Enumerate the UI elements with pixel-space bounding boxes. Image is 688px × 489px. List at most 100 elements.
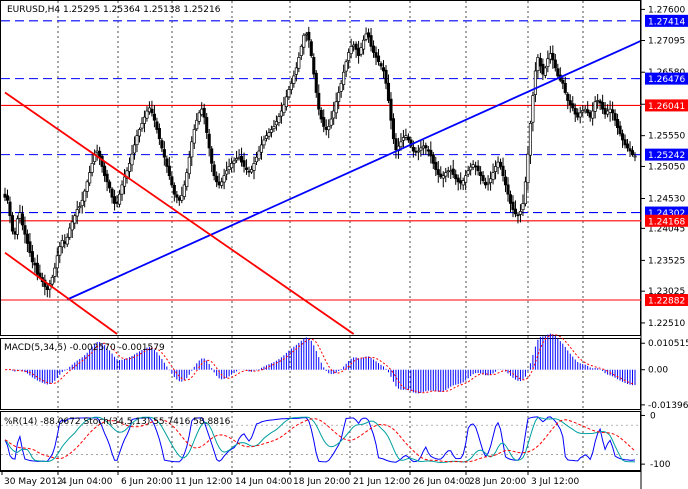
candle-body [342, 71, 346, 85]
candle-body [516, 214, 520, 217]
candle-body [132, 144, 137, 154]
candle-body [506, 184, 510, 195]
time-tick-label: 30 May 2012 [4, 477, 63, 487]
candle-body [259, 144, 264, 153]
time-tick-label: 21 Jun 12:00 [353, 477, 410, 487]
candle-body [105, 173, 109, 183]
candle-body [576, 112, 580, 118]
time-tick-label: 18 Jun 20:00 [293, 477, 350, 487]
candle-body [73, 215, 77, 224]
candle-body [262, 139, 266, 146]
candle-body [272, 126, 276, 130]
candle-body [207, 133, 211, 149]
candle-body [563, 82, 567, 93]
candle-body [381, 67, 386, 72]
candle-body [419, 147, 423, 151]
candle-body [140, 122, 144, 129]
candle-body [591, 110, 595, 119]
candle-body [30, 251, 34, 263]
candle-body [441, 175, 445, 179]
time-tick-label: 4 Jun 04:00 [61, 477, 113, 487]
time-tick-label: 14 Jun 04:00 [235, 477, 292, 487]
candle-body [543, 67, 547, 76]
candle-body [476, 165, 480, 172]
candle-body [142, 116, 146, 124]
candle-body [95, 150, 99, 153]
candle-body [324, 126, 328, 130]
candle-body [489, 178, 493, 183]
candle-body [367, 32, 371, 38]
candle-body [18, 212, 22, 219]
level-label-box [645, 14, 688, 27]
price-tick-label: 1.27095 [648, 36, 685, 46]
level-label-text: 1.24168 [648, 217, 685, 227]
candle-body [195, 119, 199, 130]
macd-tick-label: 0.010515 [648, 339, 688, 349]
candle-body [80, 199, 84, 207]
candle-body [625, 143, 630, 149]
candle-body [240, 155, 244, 163]
price-tick-label: 1.27600 [648, 5, 685, 15]
candle-body [120, 184, 124, 195]
candle-body [608, 108, 612, 113]
candle-body [25, 233, 29, 244]
candle-body [175, 194, 179, 198]
candle-body [3, 193, 7, 198]
candle-body [5, 195, 10, 201]
candle-body [486, 182, 490, 185]
candle-body [571, 103, 575, 109]
candle-body [185, 172, 189, 188]
candle-body [449, 170, 453, 173]
candle-body [78, 206, 82, 209]
candle-body [277, 116, 281, 123]
candle-body [426, 149, 430, 152]
candle-body [145, 110, 149, 119]
level-labels: 1.27414 1.26476 1.26041 1.25242 1.243021.241… [645, 14, 688, 306]
candle-body [362, 39, 366, 50]
macd-indicator: 0.010515 0.00 -0.013964 [4, 333, 688, 411]
candle-body [170, 176, 174, 186]
candle-body [215, 175, 219, 183]
time-tick-label: 6 Jun 20:00 [121, 477, 173, 487]
candle-body [257, 150, 261, 160]
vertical-grid [57, 1, 584, 471]
candle-body [548, 53, 552, 60]
candle-body [598, 100, 602, 104]
candle-body [242, 160, 246, 167]
candle-body [20, 213, 24, 226]
williams-r-line [4, 416, 636, 463]
stoch-signal-line [4, 418, 636, 463]
candle-body [130, 153, 134, 166]
candle-body [23, 225, 27, 235]
candle-body [568, 100, 572, 106]
candle-body [147, 107, 151, 113]
candle-body [190, 141, 194, 158]
candle-body [456, 177, 460, 183]
candle-body [352, 44, 356, 47]
candle-body [431, 154, 435, 164]
candle-body [611, 109, 615, 114]
candle-body [633, 155, 637, 158]
candle-body [60, 240, 64, 248]
candle-body [429, 149, 433, 157]
candle-body [222, 175, 226, 183]
candle-body [75, 209, 79, 217]
candle-body [434, 161, 438, 170]
candle-body [484, 181, 488, 186]
osc-tick-label: 0 [650, 411, 656, 421]
candle-body [160, 140, 164, 149]
candle-body [58, 246, 62, 256]
candle-body [284, 96, 288, 107]
candle-body [386, 82, 391, 101]
candle-body [513, 208, 518, 215]
candle-body [354, 43, 358, 50]
trendlines[interactable] [4, 2, 688, 335]
candle-body [498, 161, 503, 167]
candle-body [561, 79, 565, 84]
candle-body [319, 109, 323, 120]
level-label-box [645, 72, 688, 85]
candle-body [117, 193, 122, 205]
